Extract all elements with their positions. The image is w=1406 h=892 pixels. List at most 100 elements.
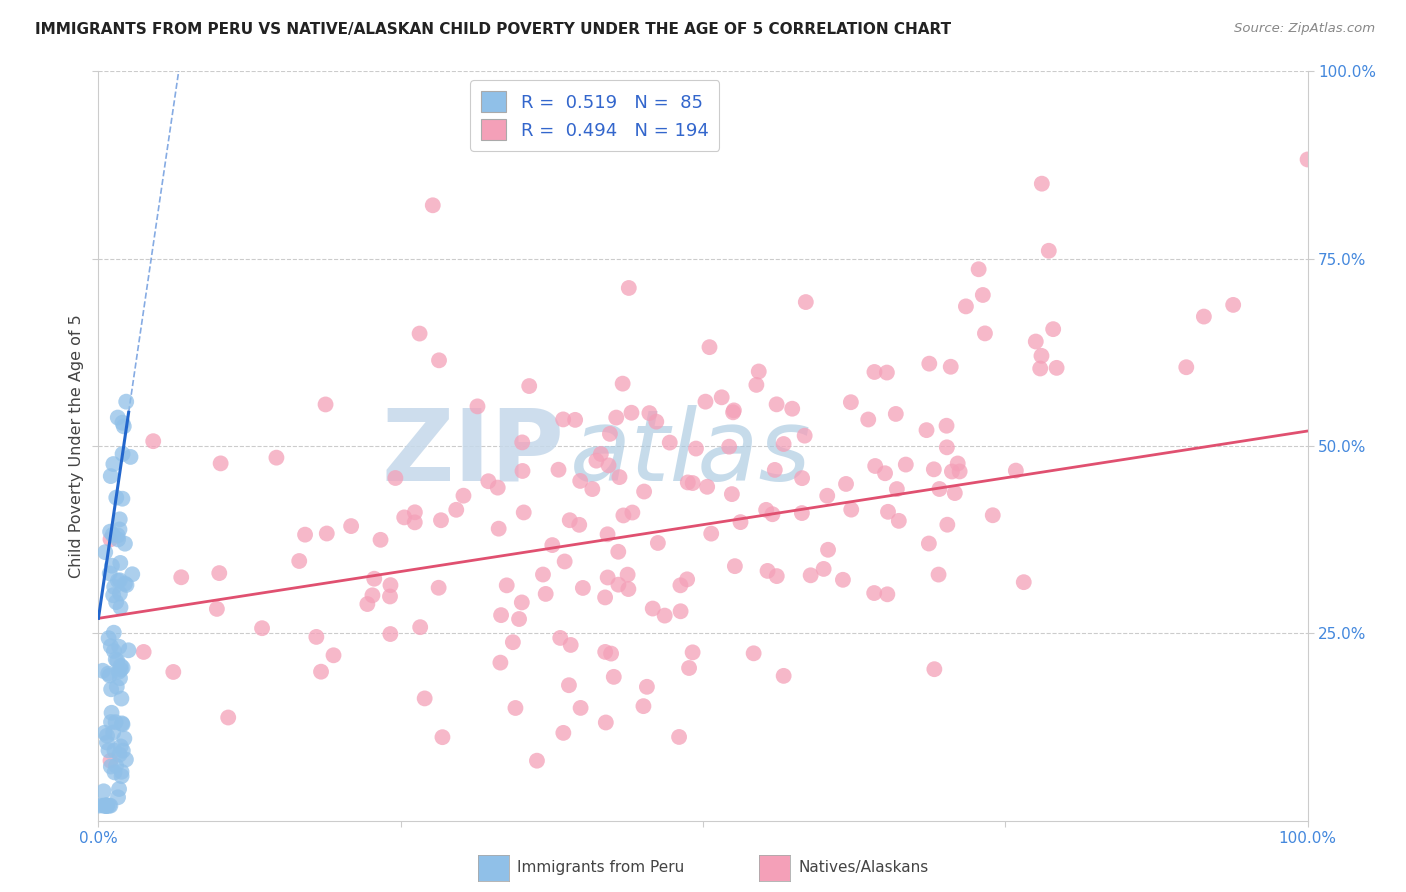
Point <box>832 573 855 587</box>
Point <box>108 671 131 685</box>
Point <box>266 450 288 465</box>
Point <box>100 706 122 720</box>
Point <box>939 359 962 374</box>
Point <box>589 447 612 461</box>
Point <box>696 480 718 494</box>
Point <box>721 405 744 419</box>
Point <box>94 798 117 813</box>
Point <box>96 735 118 749</box>
Point <box>772 437 794 451</box>
Point <box>607 577 630 591</box>
Point <box>981 508 1004 523</box>
Point <box>404 505 426 519</box>
Point <box>250 621 273 635</box>
Point <box>581 482 603 496</box>
Point <box>526 754 548 768</box>
Point <box>617 582 640 596</box>
Point <box>467 400 489 414</box>
Point <box>863 586 886 600</box>
Point <box>839 395 862 409</box>
Point <box>101 528 124 542</box>
Point <box>682 645 704 659</box>
Point <box>105 654 128 668</box>
Point <box>780 401 803 416</box>
Point <box>370 533 392 547</box>
Point <box>633 699 655 714</box>
Point <box>110 658 132 673</box>
Point <box>605 410 627 425</box>
Point <box>517 379 540 393</box>
Point <box>685 442 707 456</box>
Point <box>110 769 132 783</box>
Point <box>558 678 581 692</box>
Point <box>1005 464 1028 478</box>
Point <box>93 725 115 739</box>
Point <box>488 522 510 536</box>
Point <box>512 464 534 478</box>
Point <box>641 601 664 615</box>
Point <box>288 554 311 568</box>
Point <box>162 665 184 679</box>
Point <box>110 600 132 615</box>
Point <box>305 630 328 644</box>
Point <box>600 647 623 661</box>
Point <box>97 631 120 645</box>
Point <box>105 491 128 505</box>
Point <box>404 516 426 530</box>
Point <box>208 566 231 580</box>
Point <box>1029 361 1052 376</box>
Point <box>380 578 402 592</box>
Point <box>755 503 778 517</box>
Point <box>432 730 454 744</box>
Point <box>103 744 125 758</box>
Text: Natives/Alaskans: Natives/Alaskans <box>799 861 929 875</box>
Point <box>946 457 969 471</box>
Point <box>104 652 127 666</box>
Point <box>887 514 910 528</box>
Point <box>96 798 118 813</box>
Point <box>554 554 576 568</box>
Point <box>115 578 138 592</box>
Point <box>97 666 120 681</box>
Point <box>1031 177 1053 191</box>
Point <box>547 463 569 477</box>
Point <box>427 581 450 595</box>
Point <box>676 572 699 586</box>
Point <box>361 588 384 602</box>
Point <box>100 682 122 697</box>
Point <box>645 415 668 429</box>
Point <box>710 390 733 404</box>
Point <box>647 536 669 550</box>
Point <box>101 558 124 573</box>
Point <box>541 538 564 552</box>
Point <box>1175 360 1198 375</box>
Point <box>534 587 557 601</box>
Point <box>607 545 630 559</box>
Point <box>876 587 898 601</box>
Point <box>765 569 787 583</box>
Point <box>569 701 592 715</box>
Point <box>800 568 823 582</box>
Point <box>1296 153 1319 167</box>
Point <box>121 567 143 582</box>
Point <box>595 715 617 730</box>
Point <box>98 524 121 539</box>
Point <box>548 631 571 645</box>
Point <box>669 604 692 618</box>
Point <box>748 364 770 378</box>
Point <box>217 710 239 724</box>
Point <box>409 620 432 634</box>
Point <box>108 747 131 762</box>
Point <box>553 412 575 426</box>
Y-axis label: Child Poverty Under the Age of 5: Child Poverty Under the Age of 5 <box>69 314 84 578</box>
Point <box>1045 360 1067 375</box>
Point <box>915 423 938 437</box>
Point <box>103 625 125 640</box>
Point <box>322 648 344 663</box>
Point <box>103 725 125 739</box>
Point <box>718 440 741 454</box>
Point <box>863 458 886 473</box>
Point <box>101 588 124 602</box>
Point <box>110 663 132 677</box>
Point <box>98 668 121 682</box>
